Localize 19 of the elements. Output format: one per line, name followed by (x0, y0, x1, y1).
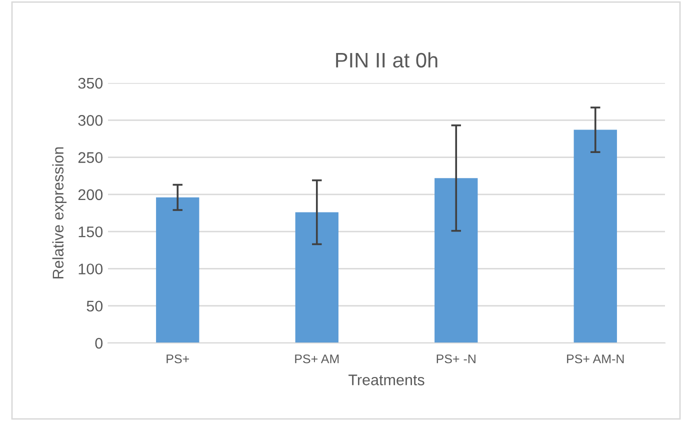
y-tick-label: 150 (78, 226, 103, 238)
bar (295, 212, 338, 343)
y-tick-label: 0 (95, 338, 103, 349)
chart-title: PIN II at 0h (336, 52, 438, 68)
x-tick-label: PS+ -N (436, 354, 476, 364)
y-tick-label: 300 (78, 115, 103, 126)
y-axis-title: Relative expression (52, 147, 67, 278)
x-tick-label: PS+ (166, 354, 189, 364)
y-tick-label: 200 (78, 189, 103, 200)
x-tick-label: PS+ AM (295, 354, 339, 364)
y-tick-label: 100 (78, 264, 103, 274)
y-tick-label: 350 (78, 78, 103, 89)
bar (434, 178, 478, 343)
x-axis-title: Treatments (348, 374, 424, 386)
y-tick-label: 250 (78, 152, 103, 163)
bar (574, 130, 617, 343)
y-tick-label: 50 (86, 300, 103, 312)
x-tick-label: PS+ AM-N (567, 354, 624, 364)
bar (156, 197, 200, 343)
